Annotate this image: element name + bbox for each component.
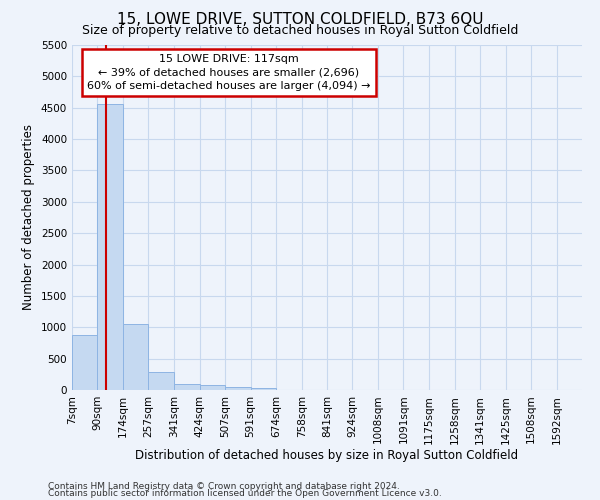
Bar	[225, 387, 251, 390]
Bar	[72, 335, 97, 390]
Y-axis label: Number of detached properties: Number of detached properties	[22, 124, 35, 310]
Text: 15, LOWE DRIVE, SUTTON COLDFIELD, B73 6QU: 15, LOWE DRIVE, SUTTON COLDFIELD, B73 6Q…	[117, 12, 483, 28]
X-axis label: Distribution of detached houses by size in Royal Sutton Coldfield: Distribution of detached houses by size …	[136, 449, 518, 462]
Text: 15 LOWE DRIVE: 117sqm
← 39% of detached houses are smaller (2,696)
60% of semi-d: 15 LOWE DRIVE: 117sqm ← 39% of detached …	[87, 54, 371, 91]
Text: Size of property relative to detached houses in Royal Sutton Coldfield: Size of property relative to detached ho…	[82, 24, 518, 37]
Bar	[174, 384, 199, 390]
Bar	[199, 384, 225, 390]
Text: Contains HM Land Registry data © Crown copyright and database right 2024.: Contains HM Land Registry data © Crown c…	[48, 482, 400, 491]
Bar	[251, 388, 276, 390]
Bar	[148, 372, 174, 390]
Bar	[123, 324, 148, 390]
Bar	[97, 104, 123, 390]
Text: Contains public sector information licensed under the Open Government Licence v3: Contains public sector information licen…	[48, 489, 442, 498]
